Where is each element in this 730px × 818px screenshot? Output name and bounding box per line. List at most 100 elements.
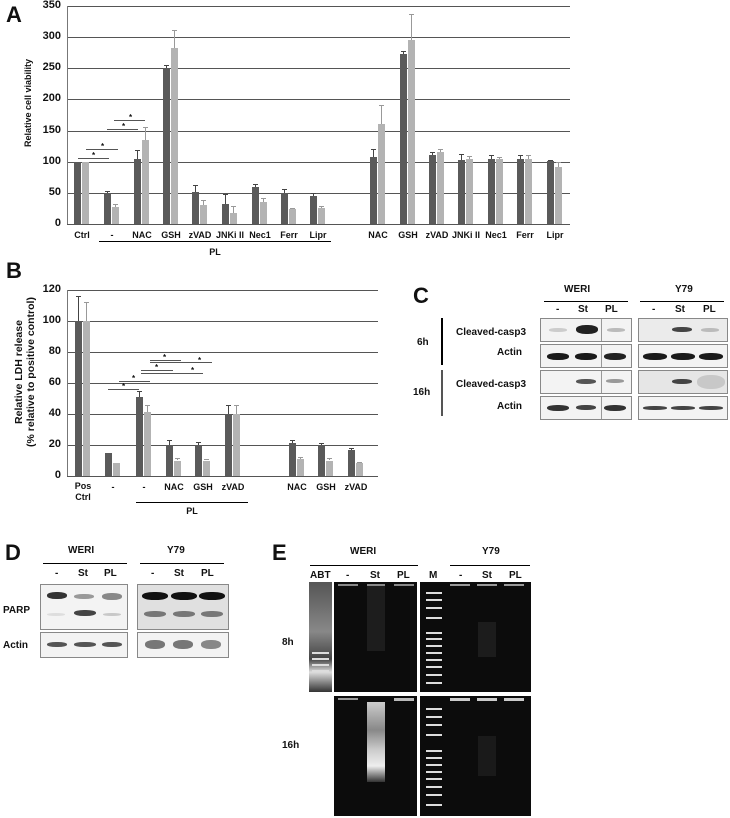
bar [203,460,210,476]
sig-star-b-5: * [163,353,167,362]
y-tick-label: 60 [48,376,61,388]
error-bar [491,155,492,159]
error-cap [164,65,169,67]
bar [134,159,141,224]
x-tick-label: zVAD [425,230,449,240]
blot-actin-y79-d [137,632,229,658]
bar [166,445,173,476]
bar [488,158,495,224]
y-tick-label: 100 [42,154,61,167]
error-cap [201,200,206,202]
x-tick-label: GSH [398,230,418,240]
sig-bar-a-1 [78,158,109,159]
gridline [67,37,570,39]
row-label-parp: PARP [3,605,31,616]
bar [104,192,111,224]
panel-label-e: E [272,540,287,565]
bar [400,53,407,224]
y-axis-title-b-line2: (% relative to positive control) [25,297,37,447]
bar [252,187,259,224]
sig-star-a-1: * [92,151,96,160]
gel-8h-weri [334,582,417,692]
blot-casp3-6h-y79 [638,318,728,342]
y-tick-label: 80 [48,345,61,357]
pl-group-label-b: PL [186,506,198,516]
error-bar [195,185,196,192]
error-bar [520,154,521,160]
bar [233,414,240,476]
x-tick-label: JNKi II [451,230,480,240]
sig-star-b-4: * [191,366,195,375]
gel-16h-y79-marker [420,696,531,816]
bar [112,207,119,224]
blot-parp-weri [40,584,128,630]
lane-label-e-y79-ctrl: - [459,570,463,581]
y-tick-label: 0 [54,469,61,481]
error-cap [379,105,384,107]
x-tick-label: Ctrl [74,230,90,240]
error-cap [196,441,201,443]
gel-8h-abt-lane [309,582,332,692]
row-label-actin-d: Actin [3,640,28,651]
sig-bar-a-4 [114,120,145,121]
error-bar [373,148,374,158]
bar [225,414,232,476]
error-bar [177,458,178,461]
bar [348,450,355,476]
bar [171,48,178,224]
timepoint-bracket-6h [441,318,443,365]
sig-bar-b-3 [141,370,173,371]
timepoint-8h-e: 8h [282,637,294,648]
error-cap [526,154,531,156]
y-axis-b [67,290,68,477]
bar [163,68,170,224]
error-bar [284,189,285,193]
weri-bracket-c [544,301,628,302]
y-axis-title-b-line1: Relative LDH release [13,320,25,424]
timepoint-16h-e: 16h [282,740,300,751]
error-bar [292,440,293,444]
error-cap [193,185,198,187]
bar [356,462,363,476]
x-axis-b [67,476,378,477]
x-axis-a [67,224,570,225]
error-cap [172,29,177,31]
error-bar [263,198,264,202]
sig-star-b-1: * [122,382,126,391]
y-tick-label: 120 [42,283,61,295]
x-label-b-ctrl: Ctrl [75,492,91,502]
x-tick-label: NAC [368,230,388,240]
error-cap [261,198,266,200]
bar [378,124,385,224]
bar [289,209,296,224]
y-tick-label: 50 [48,185,61,198]
gel-8h-y79-marker [420,582,531,692]
error-bar [313,193,314,196]
error-bar [86,302,87,321]
sig-bar-a-3 [107,129,138,130]
row-label-casp3-16h: Cleaved-casp3 [456,379,527,390]
y-tick-label: 250 [42,61,61,74]
row-label-casp3-6h: Cleaved-casp3 [456,327,527,338]
bar [75,321,82,476]
error-cap [223,194,228,196]
error-cap [409,14,414,16]
cell-line-y79-e: Y79 [482,546,500,557]
lane-label-c-weri-ctrl: - [556,304,560,315]
lane-label-e-y79-pl: PL [509,570,522,581]
blot-actin-weri-d [40,632,128,658]
gridline [67,445,378,446]
error-cap [113,204,118,206]
error-cap [357,462,362,464]
weri-bracket-e [310,565,418,566]
error-bar [528,154,529,160]
x-tick-label: GSH [193,482,213,492]
sig-bar-b-2 [119,381,150,382]
bar [113,462,120,476]
error-bar [228,404,229,414]
gridline [67,192,570,194]
weri-bracket-d [43,563,127,564]
error-bar [411,14,412,41]
bar [370,157,377,224]
bar [555,166,562,224]
